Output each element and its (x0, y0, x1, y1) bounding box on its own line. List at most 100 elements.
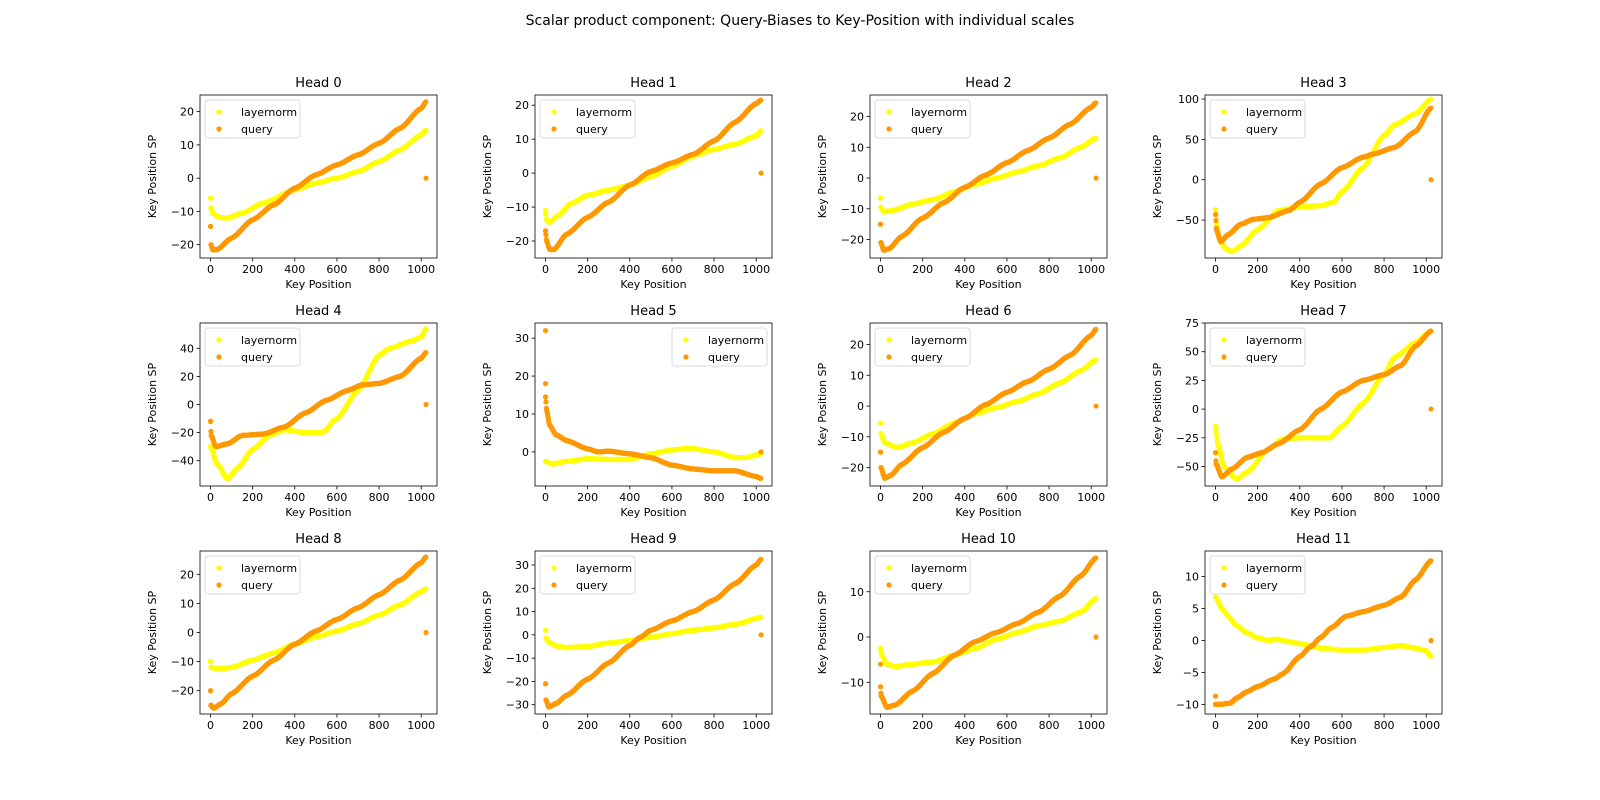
x-axis-label: Key Position (955, 278, 1021, 291)
x-tick-label: 800 (704, 263, 725, 276)
data-points (877, 100, 1099, 253)
legend-label-query: query (911, 123, 943, 136)
scatter-point-query (758, 97, 764, 103)
subplot-title: Head 1 (630, 76, 676, 91)
legend-marker-query (551, 126, 557, 132)
scatter-point-query (542, 228, 549, 234)
x-tick-label: 1000 (742, 263, 770, 276)
x-axis-label: Key Position (1290, 278, 1356, 291)
axes-frame (199, 94, 438, 259)
subplot-title: Head 0 (295, 76, 341, 91)
x-tick-label: 0 (1212, 263, 1219, 276)
data-points (207, 326, 429, 482)
scatter-point-layernorm (208, 205, 214, 211)
figure-title: Scalar product component: Query-Biases t… (525, 13, 1075, 29)
x-tick-label: 800 (1039, 263, 1060, 276)
scatter-point-query (1093, 100, 1099, 106)
x-tick-label: 800 (1374, 263, 1395, 276)
series-query (877, 100, 1099, 253)
y-tick-label: 10 (515, 133, 529, 146)
legend-label-query: query (241, 123, 273, 136)
x-tick-label: 0 (877, 263, 884, 276)
y-tick-label: −20 (171, 239, 194, 252)
series-query (1212, 105, 1434, 245)
x-tick-label: 600 (661, 263, 682, 276)
x-tick-label: 400 (619, 263, 640, 276)
subplot-title: Head 2 (965, 76, 1011, 91)
scatter-point-layernorm (877, 195, 884, 201)
outlier-point-query (423, 175, 429, 181)
y-tick-label: −10 (506, 201, 529, 214)
y-tick-label: 0 (187, 172, 194, 185)
outlier-point-query (1093, 175, 1099, 181)
scatter-point-layernorm (542, 207, 549, 214)
y-tick-label: 20 (180, 106, 194, 119)
y-tick-label: 10 (850, 141, 864, 154)
scatter-point-query (1212, 211, 1219, 218)
scatter-point-query (208, 428, 214, 434)
legend-box (204, 99, 301, 139)
legend-marker-query (886, 126, 892, 132)
scatter-point-layernorm (878, 204, 884, 210)
subplot-title: Head 3 (1300, 76, 1346, 91)
y-tick-label: 0 (857, 172, 864, 185)
scatter-point-layernorm (1212, 206, 1219, 213)
x-tick-label: 200 (912, 263, 933, 276)
scatter-point-layernorm (758, 128, 764, 134)
legend-box (539, 99, 636, 139)
legend-marker-query (216, 126, 222, 132)
x-tick-label: 600 (1331, 263, 1352, 276)
x-tick-label: 0 (207, 263, 214, 276)
scatter-point-layernorm (543, 211, 549, 217)
legend-marker-layernorm (886, 109, 892, 115)
legend-box (1209, 99, 1306, 139)
scatter-point-query (877, 221, 884, 227)
legend-label-query: query (1246, 123, 1278, 136)
y-tick-label: −20 (506, 235, 529, 248)
x-tick-label: 400 (284, 263, 305, 276)
data-points (542, 97, 764, 253)
x-tick-label: 600 (326, 263, 347, 276)
series-layernorm (542, 128, 764, 225)
scatter-point-layernorm (207, 195, 214, 201)
axes-frame (534, 94, 773, 259)
x-tick-label: 200 (1247, 263, 1268, 276)
y-tick-label: −20 (841, 234, 864, 247)
x-axis-label: Key Position (285, 278, 351, 291)
scatter-point-query (1428, 105, 1434, 111)
y-tick-label: 0 (1192, 174, 1199, 187)
subplot-title: Head 4 (295, 304, 341, 319)
legend-marker-layernorm (1221, 109, 1227, 115)
y-tick-label: 20 (850, 111, 864, 124)
x-tick-label: 200 (577, 263, 598, 276)
outlier-point-query (1428, 177, 1434, 183)
scatter-point-query (208, 242, 214, 248)
legend: layernorm query (204, 99, 301, 139)
x-tick-label: 1000 (1412, 263, 1440, 276)
y-tick-label: −10 (841, 203, 864, 216)
scatter-point-layernorm (423, 326, 429, 332)
x-axis-label: Key Position (620, 278, 686, 291)
y-axis-label: Key Position SP (146, 134, 159, 218)
series-layernorm (207, 326, 429, 482)
scatter-point-query (207, 223, 214, 229)
y-tick-label: −10 (171, 205, 194, 218)
legend-marker-layernorm (216, 109, 222, 115)
legend-label-layernorm: layernorm (241, 106, 297, 119)
x-tick-label: 800 (369, 263, 390, 276)
data-points (207, 99, 429, 253)
x-tick-label: 1000 (407, 263, 435, 276)
y-axis-label: Key Position SP (816, 134, 829, 218)
data-points (1212, 96, 1434, 255)
legend-label-layernorm: layernorm (576, 106, 632, 119)
scatter-point-layernorm (207, 444, 214, 450)
scatter-point-layernorm (423, 127, 429, 133)
scatter-point-query (1213, 217, 1219, 224)
